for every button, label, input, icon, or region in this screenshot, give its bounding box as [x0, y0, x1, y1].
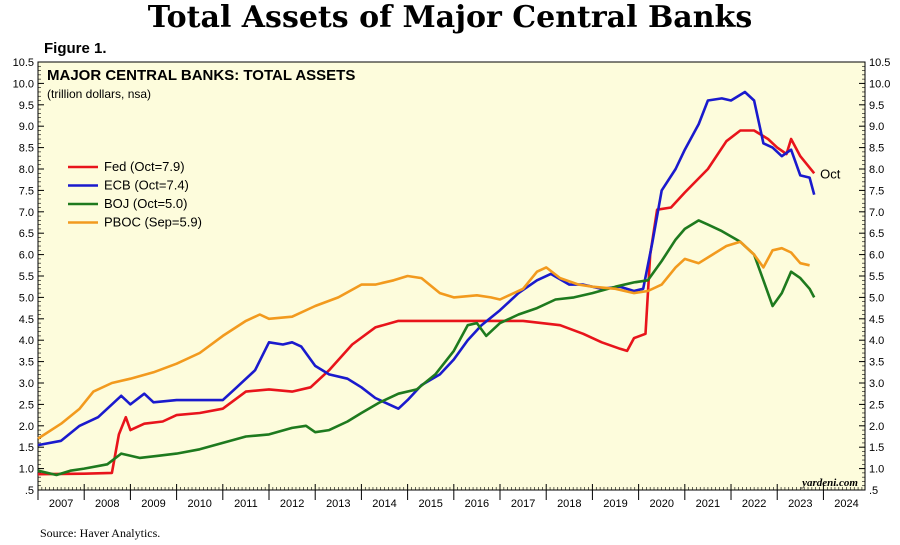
y-tick-label: 2.0: [19, 421, 34, 433]
x-tick-label: 2022: [742, 498, 766, 510]
x-tick-label: 2012: [280, 498, 304, 510]
y-tick-label: 3.5: [869, 357, 884, 369]
y-tick-label: 6.5: [869, 228, 884, 240]
series-line-ecb: [37, 90, 816, 447]
y-tick-label: 3.0: [19, 378, 34, 390]
y-tick-label: 7.0: [19, 207, 34, 219]
x-tick-label: 2019: [603, 498, 627, 510]
x-tick-label: 2014: [372, 498, 396, 510]
y-axis-right: .5 1.0 1.5 2.0 2.5 3.0 3.5 4.0 4.5 5.0 5.5 6.0 6.5 7.…: [859, 57, 890, 497]
x-tick-label: 2010: [187, 498, 211, 510]
legend: Fed (Oct=7.9) ECB (Oct=7.4) BOJ (Oct=5.0) P…: [68, 159, 202, 230]
x-tick-label: 2011: [234, 498, 258, 510]
x-tick-label: 2009: [141, 498, 165, 510]
legend-label: BOJ (Oct=5.0): [104, 196, 187, 211]
y-tick-label: 6.0: [869, 250, 884, 262]
y-tick-label: 10.0: [869, 78, 890, 90]
y-tick-label: 6.5: [19, 228, 34, 240]
y-tick-label: 2.0: [869, 421, 884, 433]
y-tick-label: 4.0: [869, 335, 884, 347]
y-tick-label: 1.5: [869, 442, 884, 454]
y-tick-label: 5.5: [869, 271, 884, 283]
y-tick-label: 8.5: [19, 143, 34, 155]
y-tick-label: 1.0: [19, 464, 34, 476]
y-tick-label: 1.0: [869, 464, 884, 476]
chart-subtitle: (trillion dollars, nsa): [47, 87, 151, 101]
y-tick-label: 4.5: [19, 314, 34, 326]
watermark: yardeni.com: [800, 477, 858, 489]
y-tick-label: 5.0: [19, 292, 34, 304]
y-tick-label: 1.5: [19, 442, 34, 454]
y-tick-label: 5.5: [19, 271, 34, 283]
series-line-boj: [37, 219, 816, 477]
source-note: Source: Haver Analytics.: [40, 526, 161, 540]
end-annotation: Oct: [820, 166, 841, 181]
legend-label: Fed (Oct=7.9): [104, 159, 185, 174]
x-tick-label: 2007: [49, 498, 73, 510]
legend-label: PBOC (Sep=5.9): [104, 215, 202, 230]
y-tick-label: 9.0: [869, 121, 884, 133]
x-tick-label: 2015: [418, 498, 442, 510]
y-axis-left: .5 1.0 1.5 2.0 2.5 3.0 3.5 4.0 4.5 5.0 5.5 6.0 6.5 7.…: [13, 57, 44, 497]
y-tick-label: 7.0: [869, 207, 884, 219]
y-tick-label: 4.5: [869, 314, 884, 326]
y-tick-label: 2.5: [869, 399, 884, 411]
figure-label: Figure 1.: [44, 40, 107, 57]
y-tick-label: 9.5: [19, 100, 34, 112]
y-tick-label: 7.5: [869, 185, 884, 197]
y-tick-label: 9.5: [869, 100, 884, 112]
x-tick-label: 2016: [465, 498, 489, 510]
y-tick-label: 8.0: [869, 164, 884, 176]
y-tick-label: 8.0: [19, 164, 34, 176]
y-tick-label: 10.0: [13, 78, 34, 90]
y-tick-label: 4.0: [19, 335, 34, 347]
series-group: [37, 90, 816, 477]
y-tick-label: 8.5: [869, 143, 884, 155]
x-tick-label: 2017: [511, 498, 535, 510]
x-axis: 2007 2008 2009 2010 2011 2012 2013 2014 2015 2016…: [37, 484, 863, 510]
x-tick-label: 2020: [649, 498, 673, 510]
chart-title: MAJOR CENTRAL BANKS: TOTAL ASSETS: [47, 67, 355, 84]
y-tick-label: 2.5: [19, 399, 34, 411]
x-tick-label: 2021: [696, 498, 720, 510]
x-tick-label: 2023: [788, 498, 812, 510]
y-tick-label: 5.0: [869, 292, 884, 304]
plot-area: [37, 61, 866, 491]
x-tick-label: 2024: [834, 498, 858, 510]
series-line-pboc: [37, 240, 810, 440]
y-tick-label: .5: [869, 485, 878, 497]
page-title: Total Assets of Major Central Banks: [147, 0, 753, 35]
series-line-fed: [37, 129, 816, 476]
y-tick-label: .5: [25, 485, 34, 497]
y-tick-label: 10.5: [869, 57, 890, 69]
y-tick-label: 3.0: [869, 378, 884, 390]
y-tick-label: 10.5: [13, 57, 34, 69]
y-tick-label: 6.0: [19, 250, 34, 262]
y-tick-label: 3.5: [19, 357, 34, 369]
y-tick-label: 7.5: [19, 185, 34, 197]
x-tick-label: 2008: [95, 498, 119, 510]
y-tick-label: 9.0: [19, 121, 34, 133]
x-tick-label: 2018: [557, 498, 581, 510]
legend-label: ECB (Oct=7.4): [104, 178, 189, 193]
x-tick-label: 2013: [326, 498, 350, 510]
